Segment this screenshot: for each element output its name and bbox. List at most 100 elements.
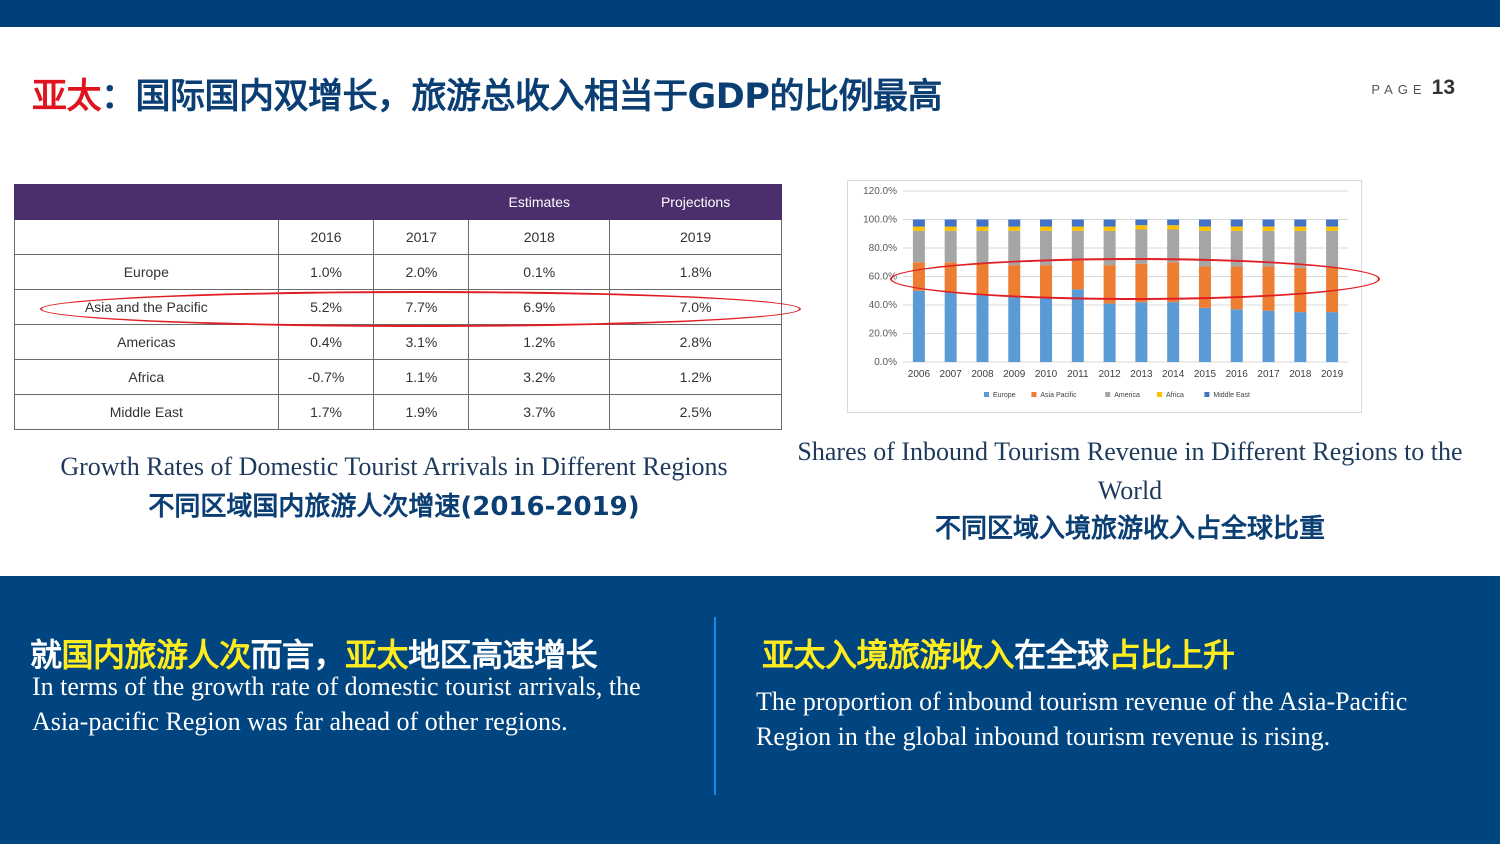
bar-segment [1230, 309, 1243, 362]
bar-segment [1326, 230, 1339, 268]
table-caption-en: Growth Rates of Domestic Tourist Arrival… [60, 452, 728, 481]
right-summary-heading: 亚太入境旅游收入在全球占比上升 [762, 630, 1235, 676]
bar-segment [944, 226, 957, 231]
legend-swatch [1157, 392, 1162, 397]
region-cell: Americas [14, 324, 279, 360]
legend-swatch [1105, 392, 1111, 397]
bar-segment [1262, 310, 1275, 362]
value-cell: 3.7% [468, 394, 611, 430]
bar-segment [1135, 225, 1148, 230]
page-title: 亚太：国际国内双增长，旅游总收入相当于GDP的比例最高 [32, 68, 942, 119]
bar-segment [1262, 226, 1275, 231]
bar-segment [1230, 226, 1243, 231]
table-row: Europe 1.0% 2.0% 0.1% 1.8% [14, 254, 782, 290]
bar-segment [1008, 219, 1021, 227]
value-cell: -0.7% [277, 359, 375, 395]
legend-label: America [1114, 392, 1140, 399]
bar-segment [1103, 226, 1116, 231]
bar-segment [1326, 312, 1339, 362]
chart-caption-zh: 不同区域入境旅游收入占全球比重 [934, 514, 1325, 544]
bar-segment [912, 290, 925, 362]
y-tick-label: 40.0% [869, 300, 897, 311]
region-cell: Africa [14, 359, 279, 395]
bar-segment [1071, 219, 1084, 227]
x-tick-label: 2008 [971, 369, 994, 380]
asia-row-highlight-oval [40, 291, 801, 327]
value-cell: 3.2% [468, 359, 611, 395]
legend-label: Asia Pacific [1040, 392, 1077, 399]
year-header: 2019 [609, 219, 782, 255]
bar-segment [1167, 229, 1180, 263]
heading-highlight: 亚太入境旅游收入 [762, 636, 1015, 674]
chart-caption-en: Shares of Inbound Tourism Revenue in Dif… [797, 437, 1463, 505]
table-row: Middle East 1.7% 1.9% 3.7% 2.5% [14, 394, 782, 430]
legend-swatch [1031, 392, 1037, 397]
bar-segment [1008, 296, 1021, 362]
table-header-blank [13, 184, 470, 220]
bar-segment [912, 230, 925, 263]
y-tick-label: 60.0% [869, 272, 897, 283]
right-summary-body: The proportion of inbound tourism revenu… [756, 687, 1408, 751]
x-tick-label: 2014 [1162, 369, 1185, 380]
bar-segment [1294, 230, 1307, 268]
x-tick-label: 2018 [1289, 369, 1312, 380]
y-tick-label: 100.0% [863, 215, 897, 226]
year-header: 2017 [373, 219, 470, 255]
bar-segment [912, 226, 925, 231]
x-tick-label: 2009 [1003, 369, 1026, 380]
heading-highlight: 国内旅游人次 [61, 636, 252, 674]
bar-segment [1008, 226, 1021, 231]
bar-segment [1198, 219, 1211, 227]
page-number-value: 13 [1431, 76, 1455, 99]
title-text: ：国际国内双增长，旅游总收入相当于GDP的比例最高 [101, 77, 942, 117]
value-cell: 0.1% [468, 254, 611, 290]
bar-segment [1294, 219, 1307, 227]
panel-divider [714, 617, 716, 795]
x-tick-label: 2015 [1194, 369, 1217, 380]
bar-segment [1167, 302, 1180, 362]
y-tick-label: 120.0% [863, 186, 897, 197]
bar-segment [1103, 303, 1116, 362]
x-tick-label: 2006 [908, 369, 931, 380]
summary-panel [0, 576, 1500, 844]
table-row: Africa -0.7% 1.1% 3.2% 1.2% [14, 359, 782, 395]
x-tick-label: 2011 [1067, 369, 1089, 380]
table-header-projections: Projections [609, 184, 782, 220]
heading-text: 在全球 [1014, 636, 1109, 674]
growth-rate-table: Estimates Projections 2016 2017 2018 201… [13, 184, 782, 430]
x-tick-label: 2010 [1035, 369, 1058, 380]
bar-segment [1198, 230, 1211, 267]
bar-segment [944, 219, 957, 227]
heading-text: 就 [30, 636, 62, 674]
value-cell: 2.8% [609, 324, 782, 360]
title-highlight: 亚太 [32, 77, 102, 117]
value-cell: 1.1% [373, 359, 470, 395]
bar-segment [1262, 219, 1275, 227]
page-label: PAGE [1371, 82, 1427, 97]
bar-segment [1103, 219, 1116, 227]
bar-segment [1294, 226, 1307, 231]
bar-segment [1198, 307, 1211, 362]
legend-label: Middle East [1213, 392, 1250, 399]
table-corner [14, 219, 279, 255]
asia-pacific-band-oval [890, 258, 1380, 300]
legend-swatch [1204, 392, 1210, 397]
bar-segment [1071, 226, 1084, 231]
bar-segment [1167, 219, 1180, 226]
year-header: 2016 [277, 219, 375, 255]
bar-segment [1071, 230, 1084, 261]
bar-segment [1230, 219, 1243, 227]
value-cell: 1.0% [277, 254, 375, 290]
bar-segment [1326, 226, 1339, 231]
value-cell: 2.0% [373, 254, 470, 290]
bar-segment [1071, 289, 1084, 362]
x-tick-label: 2007 [940, 369, 963, 380]
value-cell: 2.5% [609, 394, 782, 430]
y-tick-label: 20.0% [869, 329, 897, 340]
bar-segment [1262, 230, 1275, 267]
left-summary-heading: 就国内旅游人次而言，亚太地区高速增长 [30, 630, 598, 676]
bar-segment [1198, 226, 1211, 231]
bar-segment [1040, 226, 1053, 231]
value-cell: 3.1% [373, 324, 470, 360]
bar-segment [1294, 312, 1307, 362]
